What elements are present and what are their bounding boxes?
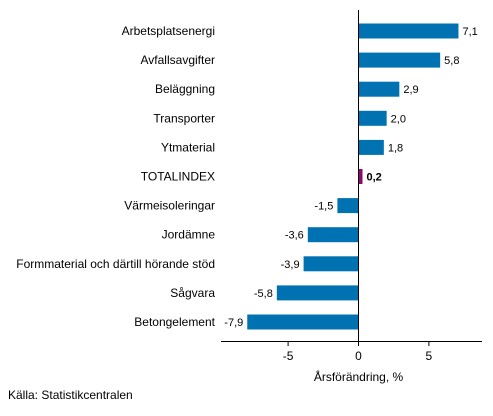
category-label: Arbetsplatsenergi — [122, 24, 215, 38]
bar — [358, 81, 400, 97]
x-tick-label: 5 — [426, 349, 433, 363]
bar — [358, 52, 441, 68]
bar — [358, 23, 459, 39]
data-label: 2,0 — [391, 113, 406, 125]
category-label: Betongelement — [134, 315, 215, 329]
bar — [358, 110, 387, 126]
data-label: -7,9 — [224, 317, 243, 329]
category-label: Formmaterial och därtill hörande stöd — [16, 257, 215, 271]
bar — [276, 285, 359, 301]
bar — [358, 139, 384, 155]
x-tick-label: 0 — [355, 349, 362, 363]
category-label: Sågvara — [170, 286, 215, 300]
data-label: 7,1 — [462, 26, 477, 38]
data-label: 0,2 — [367, 172, 382, 184]
category-label: Transporter — [153, 111, 215, 125]
bar — [307, 227, 359, 243]
bar — [303, 256, 359, 272]
category-label: Ytmaterial — [161, 140, 215, 154]
category-label: Jordämne — [162, 228, 216, 242]
category-label: Värmeisoleringar — [124, 199, 215, 213]
data-label: 5,8 — [444, 55, 459, 67]
data-label: -3,9 — [281, 259, 300, 271]
bar — [358, 169, 363, 184]
data-label: -1,5 — [314, 201, 333, 213]
category-label: Avfallsavgifter — [141, 53, 215, 67]
bar — [247, 314, 359, 330]
data-label: 2,9 — [403, 84, 418, 96]
x-tick-label: -5 — [283, 349, 294, 363]
data-label: 1,8 — [388, 142, 403, 154]
source-note: Källa: Statistikcentralen — [8, 388, 133, 402]
category-label: TOTALINDEX — [141, 170, 215, 184]
bar — [337, 198, 359, 214]
category-label: Beläggning — [155, 82, 215, 96]
x-axis-title: Årsförändring, % — [314, 369, 404, 384]
data-label: -3,6 — [285, 230, 304, 242]
data-label: -5,8 — [254, 288, 273, 300]
